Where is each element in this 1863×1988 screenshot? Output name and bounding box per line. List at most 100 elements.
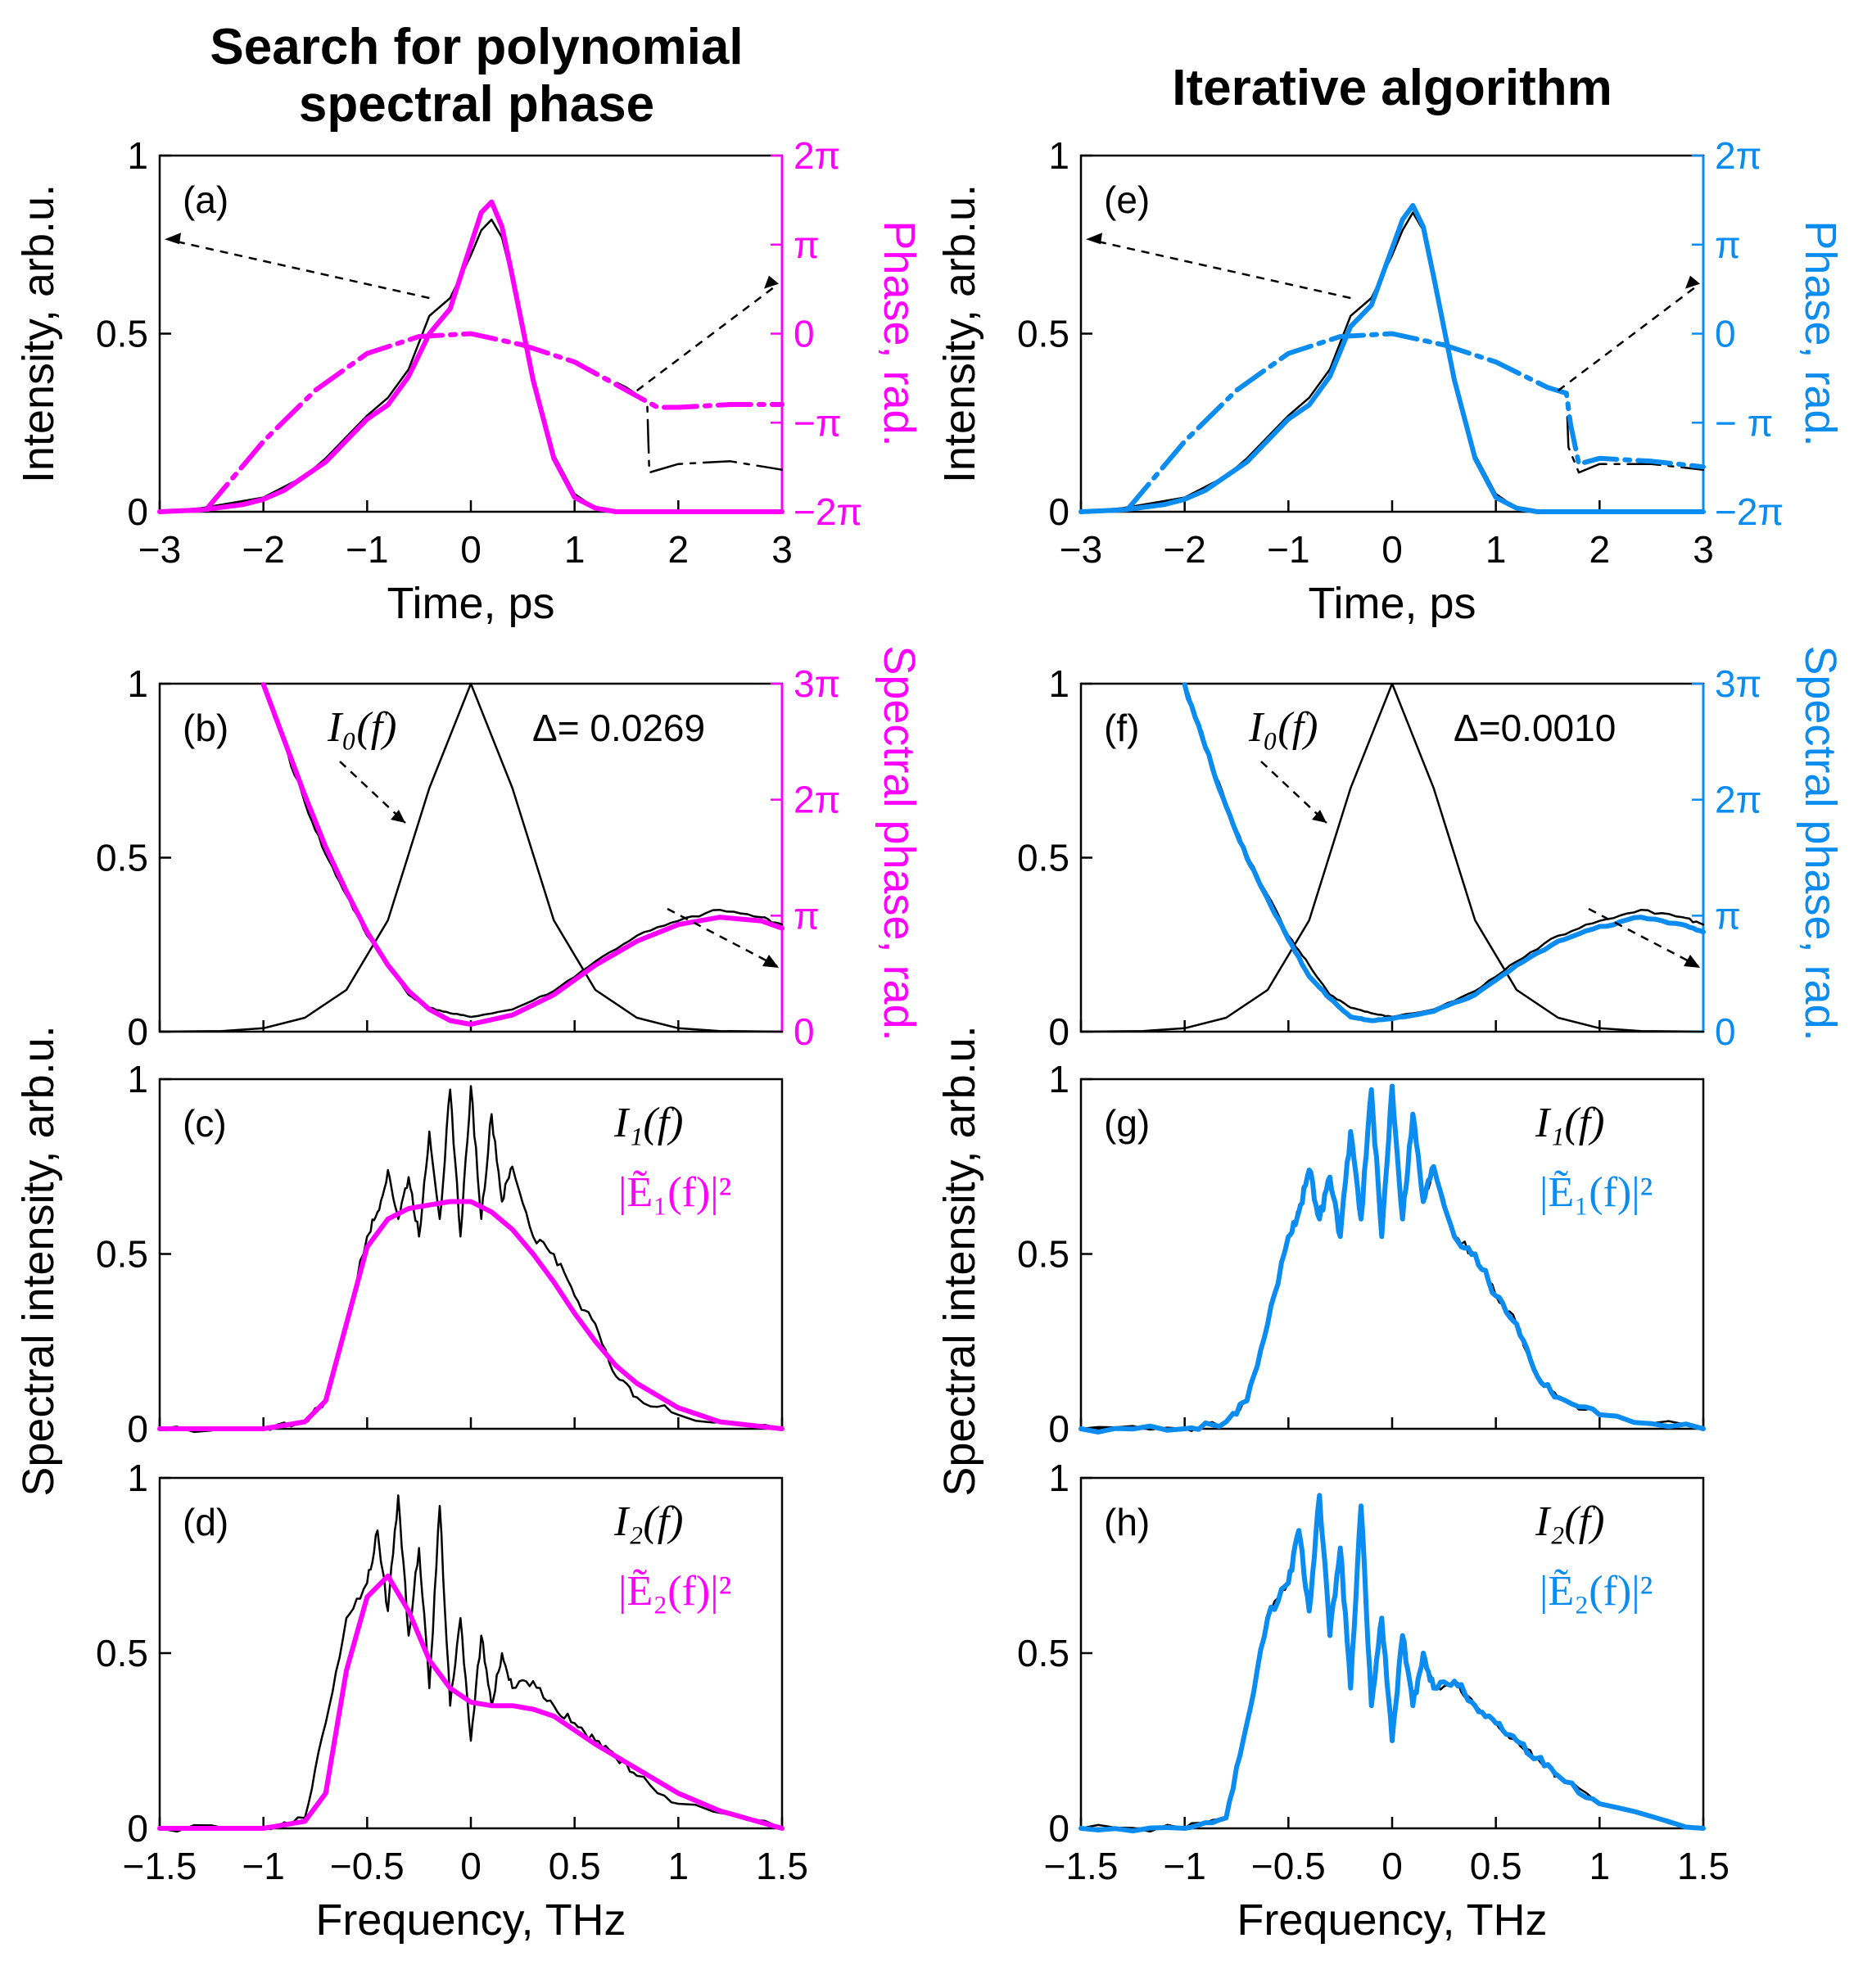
x-axis-label: Frequency, THz bbox=[315, 1895, 626, 1945]
panel-f: 0 0.5 1 0 π 2π 3π (f) I₀(f) Δ=0.0010 Spectral phas… bbox=[1017, 645, 1845, 1053]
y-axis-label: Intensity, arb.u. bbox=[14, 184, 63, 483]
series-iterative-spectral-phase bbox=[1182, 682, 1706, 1023]
arrow-head bbox=[1086, 233, 1102, 245]
y2-tick-label: 2π bbox=[794, 779, 840, 821]
y2-tick-label: 0 bbox=[794, 1010, 815, 1053]
x-tick-label: 1 bbox=[1589, 1845, 1611, 1887]
annotation-arrow-right bbox=[1588, 907, 1699, 968]
x-tick-label: −3 bbox=[138, 528, 181, 571]
arrow-head bbox=[764, 275, 779, 289]
annotation-i: I₁(f) bbox=[1535, 1100, 1604, 1146]
series-retrieved-spectral-phase bbox=[262, 683, 784, 1019]
annotation-arrow-right bbox=[667, 907, 778, 968]
series-reconstructed-phase bbox=[204, 331, 785, 513]
y-tick-label: 1 bbox=[127, 1058, 148, 1100]
x-tick-label: 1.5 bbox=[1677, 1845, 1730, 1887]
x-tick-label: −2 bbox=[1163, 528, 1205, 571]
x-tick-label: 3 bbox=[1693, 528, 1714, 571]
y-tick-label: 0 bbox=[1048, 1407, 1069, 1450]
x-tick-label: −0.5 bbox=[1251, 1845, 1326, 1887]
series--e1-f-2 bbox=[1078, 1083, 1706, 1435]
y2-tick-label: −2π bbox=[794, 490, 862, 533]
y2-tick-label: − π bbox=[1715, 401, 1773, 444]
y-tick-label: 0 bbox=[1048, 1807, 1069, 1850]
x-tick-label: 1 bbox=[564, 528, 586, 571]
y2-tick-label: −π bbox=[794, 401, 842, 444]
y-tick-label: 1 bbox=[1048, 134, 1069, 177]
plot-frame bbox=[1079, 1476, 1705, 1830]
y2-tick-label: 3π bbox=[794, 662, 840, 705]
x-tick-label: −1.5 bbox=[1044, 1845, 1119, 1887]
series--e2-f-2 bbox=[1078, 1493, 1706, 1834]
y-tick-label: 0 bbox=[127, 1010, 148, 1053]
y-tick-label: 0 bbox=[127, 1807, 148, 1850]
series-polynomial-spectral-phase bbox=[260, 682, 785, 1027]
y-tick-label: 0.5 bbox=[1017, 1632, 1069, 1674]
y2-tick-label: 0 bbox=[1715, 1010, 1736, 1053]
y2-axis-label: Phase, rad. bbox=[875, 220, 924, 446]
y2-tick-label: 0 bbox=[1715, 313, 1736, 355]
x-tick-label: 1 bbox=[1485, 528, 1507, 571]
arrow-head bbox=[1312, 810, 1327, 823]
annotation-arrow-right bbox=[1557, 286, 1696, 392]
panel-b: 0 0.5 1 0 π 2π 3π (b) I₀(f) Δ= 0.0269 Spectral pha… bbox=[96, 645, 924, 1053]
plot-frame bbox=[158, 1078, 784, 1430]
x-tick-label: 3 bbox=[771, 528, 793, 571]
arrow-head bbox=[391, 810, 405, 823]
x-axis-label: Time, ps bbox=[1308, 579, 1476, 628]
panel-a: 0 0.5 1 −3 −2 −1 0 1 2 3−2π −π 0 π 2π (a) Time, ps Inten… bbox=[14, 134, 924, 628]
y2-tick-label: π bbox=[794, 894, 820, 937]
series-i1-f- bbox=[158, 1085, 784, 1434]
y-tick-label: 0 bbox=[1048, 1010, 1069, 1053]
annotation-i: I₁(f) bbox=[613, 1100, 683, 1146]
panel-label: (b) bbox=[183, 707, 228, 749]
left-title-line2: spectral phase bbox=[299, 76, 654, 133]
series-reconstructed-phase bbox=[1125, 331, 1706, 513]
x-tick-label: 1.5 bbox=[756, 1845, 808, 1887]
panel-g: 0 0.5 1 (g) I₁(f) |Ẽ₁(f)|² bbox=[1017, 1058, 1706, 1450]
x-tick-label: 2 bbox=[1589, 528, 1611, 571]
panel-label: (a) bbox=[183, 178, 228, 221]
y-tick-label: 0.5 bbox=[96, 1233, 148, 1276]
series-measured-intensity bbox=[158, 219, 784, 513]
x-tick-label: 1 bbox=[668, 1845, 690, 1887]
y-tick-label: 0.5 bbox=[96, 837, 148, 879]
y-tick-label: 0 bbox=[127, 1407, 148, 1450]
y2-tick-label: 2π bbox=[1715, 134, 1761, 177]
annotation-arrow bbox=[339, 761, 406, 824]
x-tick-label: 2 bbox=[668, 528, 690, 571]
y-tick-label: 0.5 bbox=[1017, 1233, 1069, 1276]
series--e2-f-2 bbox=[157, 1573, 785, 1831]
x-tick-label: −1.5 bbox=[123, 1845, 197, 1887]
y-tick-label: 0.5 bbox=[96, 1632, 148, 1674]
annotation-e: |Ẽ₂(f)|² bbox=[1540, 1568, 1653, 1615]
series-reconstructed-intensity bbox=[157, 199, 785, 514]
annotation-i0: I₀(f) bbox=[327, 704, 396, 751]
x-tick-label: 0.5 bbox=[549, 1845, 601, 1887]
y-tick-label: 0.5 bbox=[1017, 837, 1069, 879]
y-tick-label: 1 bbox=[1048, 662, 1069, 705]
y2-tick-label: 0 bbox=[794, 313, 815, 355]
right-title: Iterative algorithm bbox=[1172, 60, 1612, 116]
y2-axis-label: Spectral phase, rad. bbox=[1796, 645, 1845, 1041]
y-tick-label: 1 bbox=[1048, 1058, 1069, 1100]
panel-label: (e) bbox=[1104, 178, 1150, 221]
panel-label: (f) bbox=[1104, 707, 1139, 749]
y-axis-label: Spectral intensity, arb.u. bbox=[935, 1025, 984, 1496]
series--e1-f-2 bbox=[157, 1199, 785, 1431]
series-reconstructed-intensity bbox=[1078, 202, 1706, 514]
annotation-delta: Δ=0.0010 bbox=[1454, 707, 1616, 749]
annotation-e: |Ẽ₂(f)|² bbox=[618, 1568, 731, 1615]
series-i0-f- bbox=[1079, 682, 1705, 1033]
series-i2-f- bbox=[158, 1494, 784, 1833]
plot-frame bbox=[158, 1476, 784, 1830]
y2-axis-label: Phase, rad. bbox=[1796, 220, 1845, 446]
annotation-arrow-right bbox=[635, 286, 775, 392]
y-tick-label: 1 bbox=[127, 1457, 148, 1499]
series-measured-intensity bbox=[1079, 211, 1705, 513]
annotation-e: |Ẽ₁(f)|² bbox=[618, 1169, 731, 1216]
annotation-arrow-left bbox=[174, 240, 430, 300]
left-title-line1: Search for polynomial bbox=[210, 19, 743, 75]
